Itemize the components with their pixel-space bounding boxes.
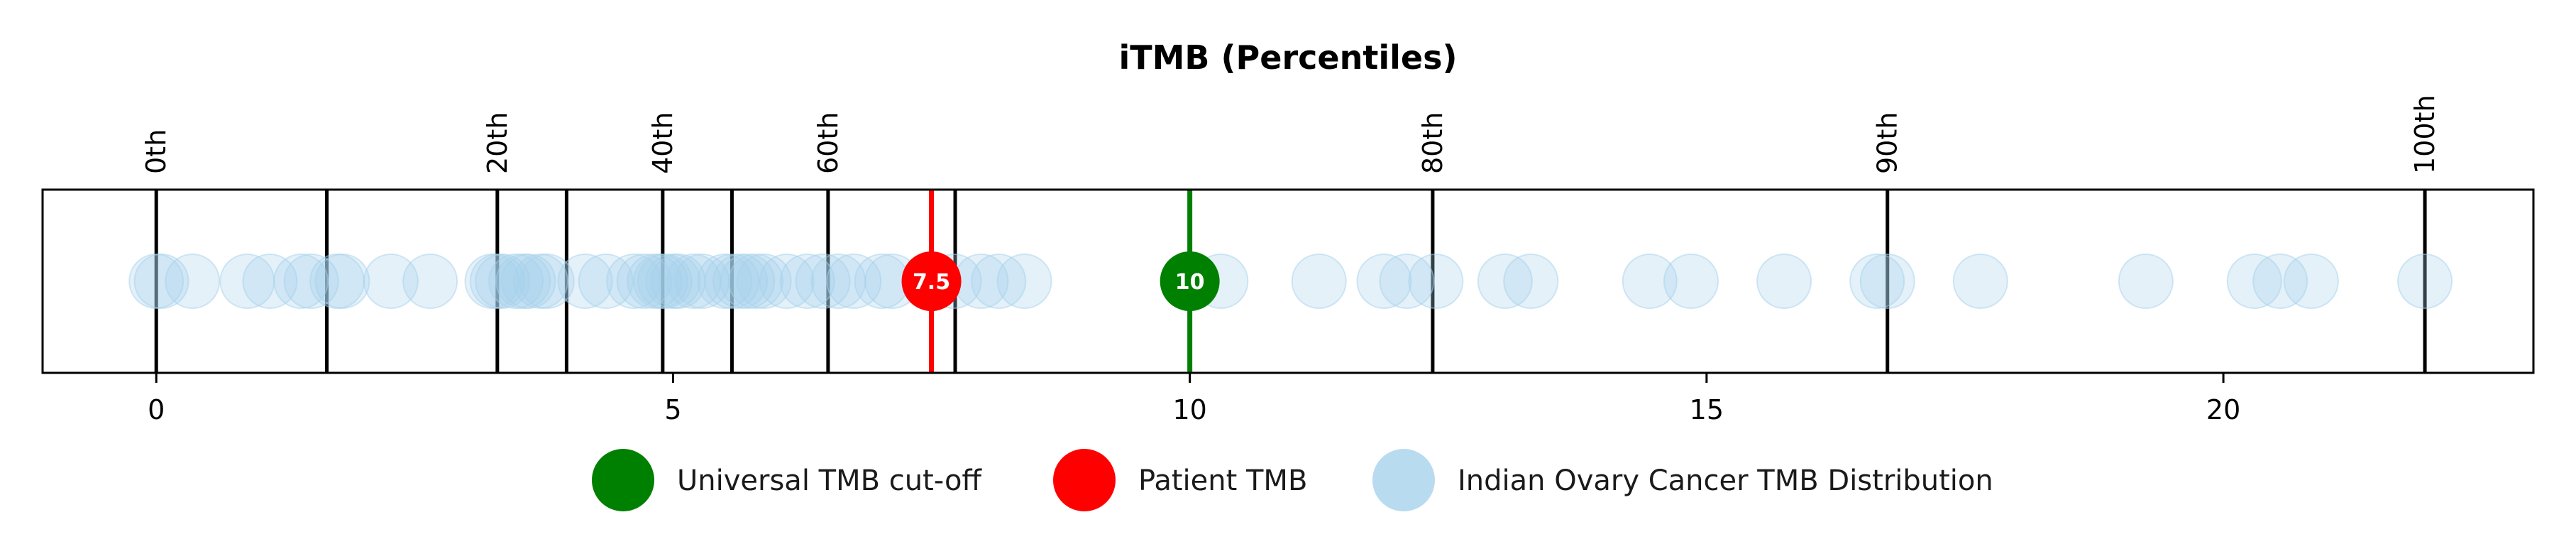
distribution-point (1356, 254, 1412, 309)
percentile-label: 40th (647, 112, 678, 174)
distribution-point (1379, 254, 1435, 309)
x-tick-label: 0 (148, 394, 165, 425)
universal-cutoff-marker (1160, 251, 1220, 311)
distribution-point (697, 254, 753, 309)
distribution-point (165, 254, 221, 309)
distribution-point (1291, 254, 1347, 309)
x-tick-label: 5 (664, 394, 681, 425)
distribution-point (283, 254, 339, 309)
distribution-point (1756, 254, 1812, 309)
distribution-point (720, 254, 776, 309)
legend-label: Patient TMB (1138, 464, 1307, 497)
legend-label: Indian Ovary Cancer TMB Distribution (1458, 464, 1993, 497)
distribution-point (795, 254, 851, 309)
distribution-point (779, 254, 835, 309)
distribution-point (1859, 254, 1915, 309)
distribution-point (2397, 254, 2453, 309)
distribution-point (488, 254, 544, 309)
tmb-markers: 107.5 (901, 190, 1220, 373)
distribution-point (133, 254, 189, 309)
percentile-lines: 0th 20th 40th 60th 80th 90th 100th (141, 94, 2440, 373)
distribution-point (557, 254, 613, 309)
distribution-point (1952, 254, 2008, 309)
x-tick-label: 20 (2206, 394, 2240, 425)
distribution-point (2283, 254, 2339, 309)
distribution-point (519, 254, 575, 309)
distribution-points (128, 254, 2453, 309)
legend-label: Universal TMB cut-off (677, 464, 982, 497)
x-tick-label: 10 (1172, 394, 1206, 425)
distribution-point (1663, 254, 1719, 309)
distribution-point (1408, 254, 1464, 309)
percentile-label: 0th (141, 129, 172, 174)
distribution-point (736, 254, 792, 309)
x-tick-label: 15 (1690, 394, 1724, 425)
distribution-point (242, 254, 298, 309)
distribution-point (704, 254, 760, 309)
distribution-point (2118, 254, 2174, 309)
distribution-point (1477, 254, 1533, 309)
chart-title: iTMB (Percentiles) (1119, 38, 1458, 77)
distribution-point (2226, 254, 2282, 309)
distribution-point (712, 254, 769, 309)
plot-frame (41, 188, 2535, 374)
distribution-point (727, 254, 783, 309)
percentile-label: 90th (1872, 112, 1903, 174)
legend: Universal TMB cut-off Patient TMB Indian O… (592, 449, 1993, 511)
distribution-point (314, 254, 370, 309)
distribution-point (363, 254, 419, 309)
distribution-point (826, 254, 882, 309)
patient-tmb-label: 7.5 (913, 270, 950, 295)
distribution-point (500, 254, 556, 309)
patient-tmb-marker (901, 251, 962, 311)
universal-cutoff-label: 10 (1175, 270, 1205, 295)
percentile-label: 80th (1417, 112, 1448, 174)
distribution-point (1503, 254, 1559, 309)
percentile-label: 60th (813, 112, 844, 174)
distribution-point (1622, 254, 1678, 309)
percentile-label: 100th (2409, 94, 2440, 174)
distribution-point (996, 254, 1052, 309)
legend-marker (592, 449, 654, 511)
percentile-label: 20th (482, 112, 513, 174)
distribution-point (2252, 254, 2308, 309)
legend-marker (1053, 449, 1116, 511)
legend-marker (1372, 449, 1435, 511)
distribution-point (578, 254, 634, 309)
x-axis: 0 5 10 15 20 (148, 373, 2240, 425)
distribution-point (402, 254, 458, 309)
distribution-point (971, 254, 1027, 309)
distribution-point (475, 254, 531, 309)
